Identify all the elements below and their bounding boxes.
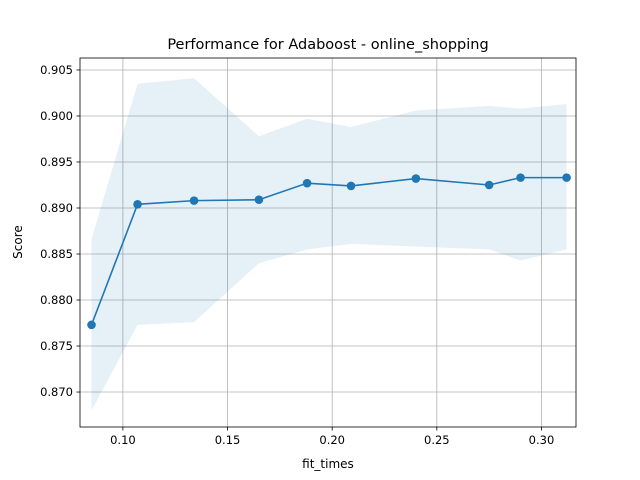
plot-frame [79,57,577,428]
y-tick-label: 0.885 [40,247,73,261]
data-point [133,200,142,209]
x-tick-label: 0.20 [319,433,345,447]
data-point [189,196,199,205]
data-point [254,195,264,205]
x-axis-label: fit_times [302,457,354,471]
x-tick-label: 0.25 [424,433,450,447]
data-point [87,320,96,330]
data-point [346,181,356,191]
y-tick-label: 0.905 [40,63,73,77]
chart-title: Performance for Adaboost - online_shoppi… [167,37,488,53]
data-point [484,180,494,190]
x-axis-ticks: 0.10 0.15 0.20 0.25 0.30 [110,427,554,447]
confidence-band-area [91,78,567,411]
data-point [516,173,525,182]
x-tick-label: 0.15 [215,433,241,447]
data-point [302,178,312,188]
series-line [90,176,567,326]
y-tick-label: 0.900 [40,109,73,123]
y-tick-label: 0.880 [40,293,73,307]
x-tick-label: 0.30 [529,433,555,447]
y-tick-label: 0.890 [40,201,73,215]
confidence-band [91,78,567,411]
data-point [562,173,571,182]
y-tick-label: 0.875 [40,339,73,353]
x-tick-label: 0.10 [110,433,136,447]
data-point [411,174,421,183]
y-axis-ticks: 0.870 0.875 0.880 0.885 0.890 0.895 0.900 0.905 [40,63,80,399]
grid-lines [80,58,576,427]
y-tick-label: 0.895 [40,155,73,169]
series-markers [87,173,571,330]
y-tick-label: 0.870 [40,385,73,399]
y-axis-label: Score [11,225,25,259]
series-polyline [90,176,567,326]
